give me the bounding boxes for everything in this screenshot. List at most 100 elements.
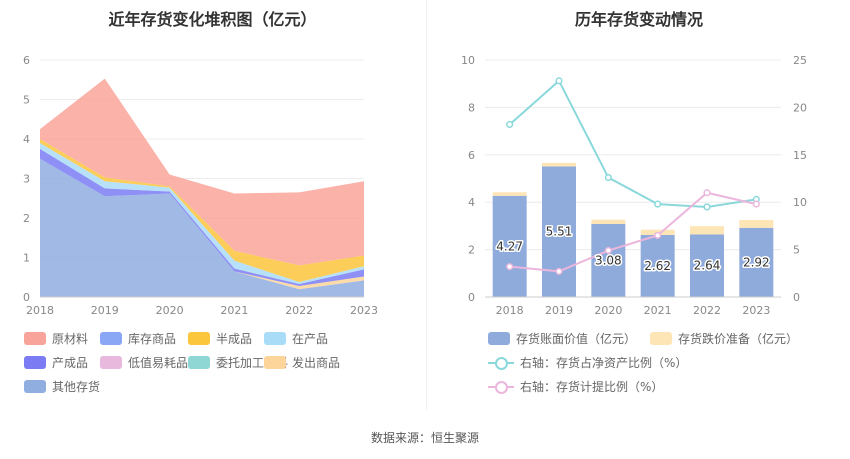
y-tick-label: 6: [23, 54, 30, 67]
y-tick-label: 0: [23, 291, 30, 304]
legend-label: 其他存货: [52, 380, 101, 394]
legend-item[interactable]: 低值易耗品: [100, 354, 188, 371]
legend-item[interactable]: 存货跌价准备（亿元）: [650, 330, 798, 347]
legend-swatch: [188, 356, 210, 369]
y-tick-label: 1: [23, 252, 30, 265]
legend-swatch: [488, 380, 514, 394]
panel-divider: [426, 0, 427, 410]
legend-item[interactable]: 右轴：存货占净资产比例（%）: [488, 354, 687, 371]
bar-存货账面价值（亿元）: [640, 234, 675, 297]
line-point: [506, 263, 514, 271]
legend-swatch: [24, 332, 46, 345]
y-tick-label: 2: [468, 244, 475, 257]
line-point: [752, 200, 760, 208]
y-tick-label: 4: [23, 133, 30, 146]
x-tick-label: 2019: [91, 304, 119, 317]
x-tick-label: 2020: [156, 304, 184, 317]
y-tick-label: 3: [23, 173, 30, 186]
legend-item[interactable]: 库存商品: [100, 330, 176, 347]
y-tick-label: 0: [468, 291, 475, 304]
x-tick-label: 2019: [545, 304, 573, 317]
bar-存货跌价准备（亿元）: [690, 226, 724, 235]
y-tick-label: 6: [468, 149, 475, 162]
area-原材料: [40, 78, 364, 266]
bar-存货账面价值（亿元）: [690, 234, 724, 297]
x-tick-label: 2021: [220, 304, 248, 317]
legend-item[interactable]: 发出商品: [264, 354, 340, 371]
legend-label: 右轴：存货计提比例（%）: [520, 380, 664, 394]
bar-data-label: 2.62: [644, 259, 671, 273]
x-tick-label: 2018: [496, 304, 524, 317]
legend-swatch: [24, 356, 46, 369]
x-tick-label: 2022: [285, 304, 313, 317]
legend-label: 原材料: [52, 332, 89, 346]
right-legend: 存货账面价值（亿元） 存货跌价准备（亿元） 右轴：存货占净资产比例（%） 右轴：存货计…: [428, 330, 850, 410]
legend-swatch: [264, 332, 286, 345]
data-source-note: 数据来源：恒生聚源: [370, 431, 479, 445]
line-point: [555, 77, 563, 85]
legend-swatch: [488, 356, 514, 370]
legend-item[interactable]: 在产品: [264, 330, 328, 347]
y2-tick-label: 15: [793, 149, 807, 162]
line-point: [654, 200, 662, 208]
bar-data-label: 5.51: [546, 225, 573, 239]
y-tick-label: 4: [468, 196, 475, 209]
bar-data-label: 2.64: [694, 259, 721, 273]
bar-存货账面价值（亿元）: [739, 227, 774, 297]
stacked-area-chart: 0 1 2 3 4 5 6 2018 2019 2020 2021 2022 2023: [23, 54, 378, 317]
legend-label: 半成品: [216, 332, 253, 346]
y2-tick-label: 25: [793, 54, 807, 67]
y2-tick-label: 5: [793, 244, 800, 257]
line-point: [703, 203, 711, 211]
y-tick-label: 8: [468, 101, 475, 114]
legend-swatch: [100, 356, 122, 369]
left-chart-title: 近年存货变化堆积图（亿元）: [108, 10, 317, 29]
legend-item[interactable]: 原材料: [24, 330, 88, 347]
y-tick-label: 10: [461, 54, 475, 67]
bar-存货跌价准备（亿元）: [591, 219, 626, 225]
legend-swatch: [650, 332, 672, 345]
legend-label: 低值易耗品: [128, 356, 189, 370]
line-point: [604, 174, 612, 182]
bar-line-combo-chart: 0 2 4 6 8 10 0 5 10 15 20 25 2018 2019 2020 2021 2022 202…: [461, 54, 807, 317]
bar-存货账面价值（亿元）: [542, 166, 576, 297]
line-point: [506, 120, 514, 129]
left-chart-panel: 近年存货变化堆积图（亿元） 0 1 2 3 4 5 6 2018 2019 2020 2021 202…: [0, 0, 425, 410]
bar-data-label: 4.27: [496, 239, 523, 253]
legend-item[interactable]: 产成品: [24, 354, 88, 371]
legend-label: 在产品: [292, 332, 329, 346]
x-tick-label: 2020: [594, 304, 622, 317]
legend-swatch: [100, 332, 122, 345]
area-半成品: [40, 139, 364, 282]
line-右轴：存货计提比例（%）: [509, 191, 757, 273]
y2-tick-label: 20: [793, 101, 807, 114]
legend-item[interactable]: 其他存货: [24, 378, 100, 395]
bar-存货账面价值（亿元）: [591, 224, 626, 297]
legend-label: 存货账面价值（亿元）: [516, 332, 637, 346]
bar-存货跌价准备（亿元）: [542, 162, 576, 167]
right-chart-panel: 历年存货变动情况 0 2 4 6 8 10 0 5 10 15 20 25 2018 2019 2020 20…: [428, 0, 850, 410]
line-point: [654, 231, 662, 239]
y2-tick-label: 10: [793, 196, 807, 209]
bar-存货账面价值（亿元）: [492, 195, 527, 297]
y2-tick-label: 0: [793, 291, 800, 304]
x-tick-label: 2023: [350, 304, 378, 317]
line-point: [555, 267, 563, 275]
legend-label: 库存商品: [128, 332, 177, 346]
legend-swatch: [24, 380, 46, 393]
legend-item[interactable]: 存货账面价值（亿元）: [488, 330, 636, 347]
legend-item[interactable]: 右轴：存货计提比例（%）: [488, 378, 663, 395]
line-point: [703, 189, 711, 197]
y-tick-label: 2: [23, 212, 30, 225]
x-tick-label: 2021: [644, 304, 672, 317]
x-tick-label: 2023: [742, 304, 770, 317]
bar-存货跌价准备（亿元）: [739, 219, 774, 228]
x-tick-label: 2018: [26, 304, 54, 317]
area-其他存货: [40, 158, 364, 297]
legend-swatch: [488, 332, 510, 345]
legend-swatch: [264, 356, 286, 369]
legend-label: 发出商品: [292, 356, 341, 370]
legend-item[interactable]: 半成品: [188, 330, 252, 347]
bar-data-label: 3.08: [595, 254, 622, 268]
legend-label: 存货跌价准备（亿元）: [678, 332, 799, 346]
